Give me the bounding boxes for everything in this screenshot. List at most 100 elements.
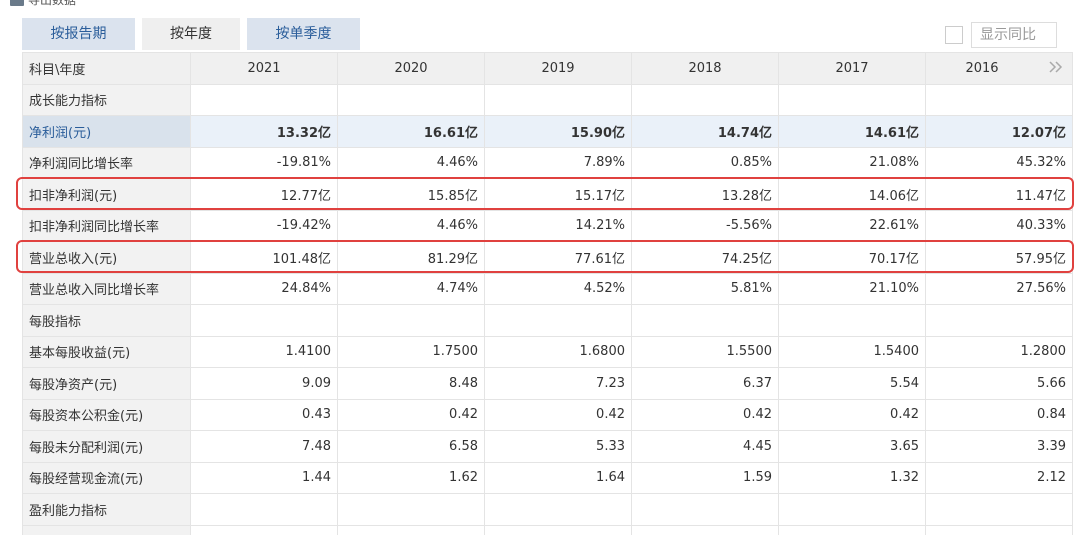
cell: 16.61亿 [337,115,485,148]
cell: 6.58 [337,430,485,463]
cell: 1.64 [484,461,632,494]
row-label: 盈利能力指标 [22,493,191,526]
row-label: 每股净资产(元) [22,367,191,400]
cell [778,493,926,526]
tab[interactable]: 按报告期 [22,18,135,50]
cell: 7.89% [484,146,632,179]
section-row: 每股指标 [22,304,1073,337]
header-cell: 2017 [778,52,926,85]
cell: 5.66 [925,367,1073,400]
export-label: 导出数据 [28,0,77,7]
cell: 5.54 [778,367,926,400]
cell: 3.39 [925,430,1073,463]
cell: 15.90亿 [484,115,632,148]
cell: 7.23 [484,367,632,400]
cell: 1.6800 [484,335,632,368]
cell: 22.61% [778,209,926,242]
cell [337,493,485,526]
cell [484,304,632,337]
cell [190,83,338,116]
cell: 4.46% [337,146,485,179]
section-row: 成长能力指标 [22,83,1073,116]
cell [925,83,1073,116]
header-cell: 科目\年度 [22,52,191,85]
cell: 5.81% [631,272,779,305]
cell: 0.42 [484,398,632,431]
cell: 11.47亿 [925,178,1073,211]
cell: 4.74% [337,272,485,305]
cell: 0.84 [925,398,1073,431]
row-label: 营业总收入(元) [22,241,191,274]
checkbox[interactable] [945,26,963,44]
cell [190,304,338,337]
row-label: 每股指标 [22,304,191,337]
cell: 9.09 [190,367,338,400]
data-row: 每股资本公积金(元) 0.43 0.42 0.42 0.42 0.42 0.84 [22,398,1073,431]
tab[interactable]: 按单季度 [247,18,360,50]
data-row: 净利润(元) 13.32亿 16.61亿 15.90亿 14.74亿 14.61亿 12.0… [22,115,1073,148]
cell: 27.56% [925,272,1073,305]
export-button[interactable]: 导出数据 [10,0,76,8]
cell [190,524,338,535]
row-label: 每股未分配利润(元) [22,430,191,463]
tab-active[interactable]: 按年度 [142,18,240,50]
cell: 21.08% [778,146,926,179]
cell: 1.7500 [337,335,485,368]
cell: 40.33% [925,209,1073,242]
header-cell: 2020 [337,52,485,85]
cell [925,524,1073,535]
row-label: 成长能力指标 [22,83,191,116]
data-row: 扣非净利润(元) 12.77亿 15.85亿 15.17亿 13.28亿 14.06亿 11… [22,178,1073,211]
header-cell: 2016 [925,52,1073,85]
cell: 14.06亿 [778,178,926,211]
row-label: 每股资本公积金(元) [22,398,191,431]
cell [337,83,485,116]
cell [925,304,1073,337]
cell [778,524,926,535]
cell: 14.61亿 [778,115,926,148]
cell: 24.84% [190,272,338,305]
cell [484,493,632,526]
cell: 0.42 [337,398,485,431]
data-row: 营业总收入(元) 101.48亿 81.29亿 77.61亿 74.25亿 70.17亿 5… [22,241,1073,274]
data-row: 每股净资产(元) 9.09 8.48 7.23 6.37 5.54 5.66 [22,367,1073,400]
next-icon[interactable] [1048,60,1064,74]
data-row: 扣非净利润同比增长率 -19.42% 4.46% 14.21% -5.56% 22.61%… [22,209,1073,242]
toggle-label: 显示同比 [971,22,1057,48]
data-row: 净利润同比增长率 -19.81% 4.46% 7.89% 0.85% 21.08% 45.3… [22,146,1073,179]
cell: 14.21% [484,209,632,242]
cell: 0.85% [631,146,779,179]
row-label: 扣非净利润同比增长率 [22,209,191,242]
cell [778,304,926,337]
cell: 7.48 [190,430,338,463]
cell: 3.65 [778,430,926,463]
cell [190,493,338,526]
data-row: 每股经营现金流(元) 1.44 1.62 1.64 1.59 1.32 2.12 [22,461,1073,494]
yoy-toggle[interactable]: 显示同比 [945,22,1057,48]
cell [484,83,632,116]
cell: 6.37 [631,367,779,400]
row-label: 净利润(元) [22,115,191,148]
data-row: 每股未分配利润(元) 7.48 6.58 5.33 4.45 3.65 3.39 [22,430,1073,463]
cell: 5.33 [484,430,632,463]
cell [925,493,1073,526]
cell [631,493,779,526]
cell [631,524,779,535]
cell [778,83,926,116]
row-label: 营业总收入同比增长率 [22,272,191,305]
header-cell: 2019 [484,52,632,85]
highlight-box [16,240,1074,273]
header-cell: 2021 [190,52,338,85]
cell: 77.61亿 [484,241,632,274]
cell: 1.4100 [190,335,338,368]
cell: 1.32 [778,461,926,494]
cell: 4.45 [631,430,779,463]
cell: 1.2800 [925,335,1073,368]
cell: 0.43 [190,398,338,431]
cell: 1.5500 [631,335,779,368]
cell: -5.56% [631,209,779,242]
cell: 2.12 [925,461,1073,494]
cell: 4.46% [337,209,485,242]
header-row: 科目\年度 2021 2020 2019 2018 2017 2016 [22,52,1073,85]
